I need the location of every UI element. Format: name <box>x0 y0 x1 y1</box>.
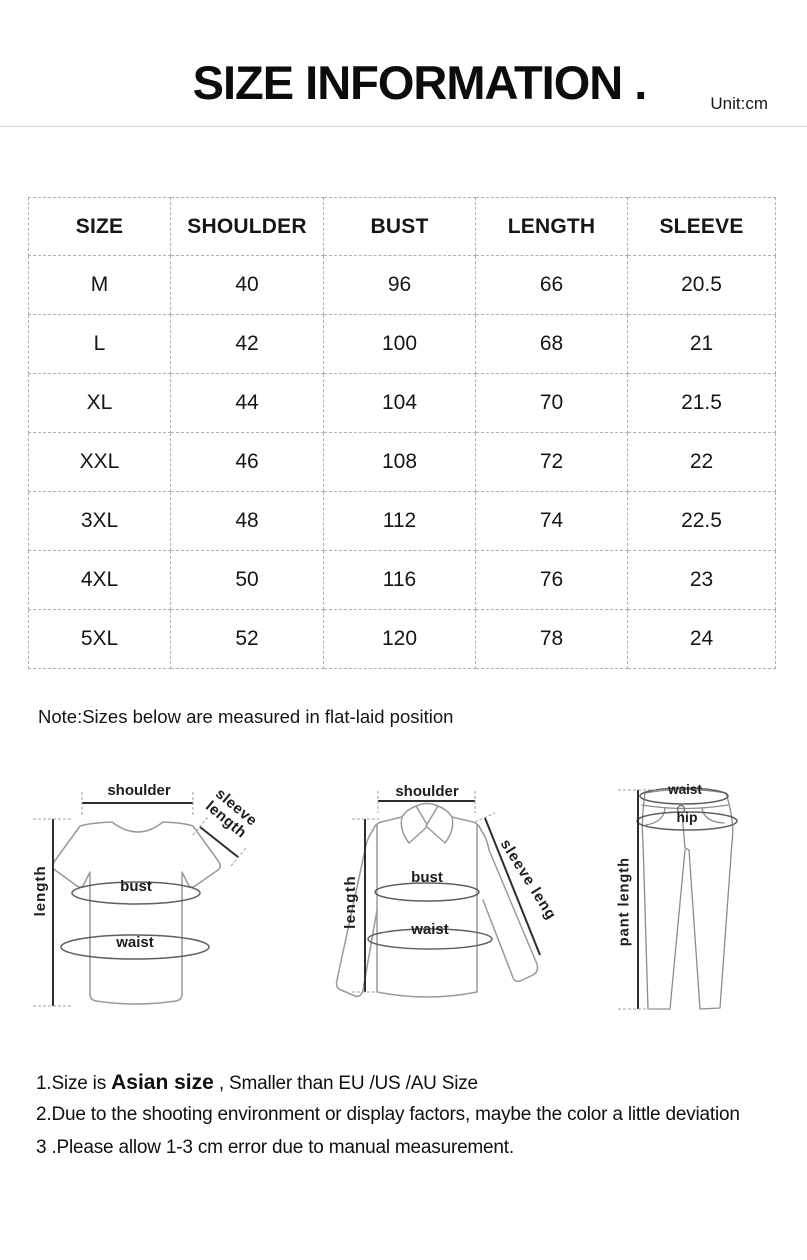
tshirt-length-measure-line <box>33 818 72 1007</box>
bust-cell: 104 <box>323 373 476 433</box>
pants-waist-girth-line <box>639 787 729 805</box>
col-header-bust: BUST <box>323 197 476 256</box>
pants-outline-svg <box>618 787 738 1010</box>
table-row: M 40 96 66 20.5 <box>28 255 776 315</box>
shoulder-cell: 42 <box>170 314 324 374</box>
length-cell: 78 <box>475 609 628 669</box>
size-cell: L <box>28 314 171 374</box>
shoulder-cell: 50 <box>170 550 324 610</box>
bust-cell: 108 <box>323 432 476 492</box>
shoulder-cell: 40 <box>170 255 324 315</box>
pants-waist-label: waist <box>668 782 702 797</box>
footer-note-1-prefix: 1.Size is <box>36 1073 112 1094</box>
length-cell: 72 <box>475 432 628 492</box>
size-cell: 3XL <box>28 491 171 551</box>
pants-body-outline <box>641 788 734 1010</box>
tshirt-bust-label: bust <box>120 878 152 895</box>
bust-cell: 120 <box>323 609 476 669</box>
table-row: 3XL 48 112 74 22.5 <box>28 491 776 551</box>
table-row: L 42 100 68 21 <box>28 314 776 374</box>
pants-diagram: waist hip pant length <box>605 782 795 1022</box>
footer-note-2: 2.Due to the shooting environment or dis… <box>36 1104 740 1125</box>
table-row: XXL 46 108 72 22 <box>28 432 776 492</box>
table-row: 4XL 50 116 76 23 <box>28 550 776 610</box>
tshirt-diagram: shoulder sleeve length length bust waist <box>30 780 315 1025</box>
shirt-sleeve-measure-line <box>474 812 541 956</box>
tshirt-body-outline <box>51 821 222 1005</box>
col-header-size: SIZE <box>28 197 171 256</box>
tshirt-length-label: length <box>32 865 50 917</box>
col-header-length: LENGTH <box>475 197 628 256</box>
bust-cell: 112 <box>323 491 476 551</box>
size-cell: XXL <box>28 432 171 492</box>
length-cell: 74 <box>475 491 628 551</box>
footer-note-3: 3 .Please allow 1-3 cm error due to manu… <box>36 1137 514 1158</box>
sleeve-cell: 24 <box>627 609 776 669</box>
shirt-diagram: shoulder length bust waist sleeve leng <box>325 780 595 1025</box>
tshirt-waist-girth-line <box>60 934 210 960</box>
sleeve-cell: 21 <box>627 314 776 374</box>
shirt-bust-girth-line <box>374 882 480 902</box>
shoulder-cell: 46 <box>170 432 324 492</box>
shirt-waist-label: waist <box>411 921 449 938</box>
length-cell: 68 <box>475 314 628 374</box>
tshirt-bust-girth-line <box>71 881 201 905</box>
shoulder-cell: 44 <box>170 373 324 433</box>
sleeve-cell: 23 <box>627 550 776 610</box>
sleeve-cell: 22 <box>627 432 776 492</box>
footer-note-1-bold: Asian size <box>111 1071 214 1094</box>
sleeve-cell: 21.5 <box>627 373 776 433</box>
page-title: SIZE INFORMATION . <box>192 56 648 109</box>
size-cell: XL <box>28 373 171 433</box>
table-row: XL 44 104 70 21.5 <box>28 373 776 433</box>
sleeve-cell: 22.5 <box>627 491 776 551</box>
shirt-length-label: length <box>342 874 360 929</box>
pants-hip-label: hip <box>676 809 698 825</box>
tshirt-shoulder-label: shoulder <box>107 782 171 799</box>
bust-cell: 96 <box>323 255 476 315</box>
shirt-bust-label: bust <box>411 869 443 886</box>
tshirt-outline-svg <box>33 792 247 1007</box>
shirt-length-measure-line <box>352 818 379 993</box>
size-cell: 4XL <box>28 550 171 610</box>
shirt-shoulder-measure-line <box>377 791 476 813</box>
length-cell: 66 <box>475 255 628 315</box>
footer-note-1: 1.Size is Asian size , Smaller than EU /… <box>36 1071 478 1095</box>
pants-length-label: pant length <box>616 857 633 947</box>
length-cell: 76 <box>475 550 628 610</box>
col-header-sleeve: SLEEVE <box>627 197 776 256</box>
size-table-header-row: SIZE SHOULDER BUST LENGTH SLEEVE <box>28 197 776 256</box>
tshirt-waist-label: waist <box>116 934 154 951</box>
tshirt-sleeve-measure-line <box>192 816 247 867</box>
bust-cell: 116 <box>323 550 476 610</box>
size-table: SIZE SHOULDER BUST LENGTH SLEEVE M 40 96… <box>28 197 776 669</box>
shoulder-cell: 52 <box>170 609 324 669</box>
col-header-shoulder: SHOULDER <box>170 197 324 256</box>
header-divider <box>0 126 807 127</box>
table-row: 5XL 52 120 78 24 <box>28 609 776 669</box>
tshirt-shoulder-measure-line <box>81 792 194 815</box>
sleeve-cell: 20.5 <box>627 255 776 315</box>
measurement-note: Note:Sizes below are measured in flat-la… <box>38 706 454 727</box>
shirt-waist-girth-line <box>367 928 493 950</box>
shirt-shoulder-label: shoulder <box>395 783 459 800</box>
footer-note-1-suffix: , Smaller than EU /US /AU Size <box>213 1073 478 1094</box>
size-cell: M <box>28 255 171 315</box>
pants-length-measure-line <box>618 789 657 1010</box>
unit-label: Unit:cm <box>710 94 768 113</box>
shirt-outline-svg <box>335 791 541 998</box>
size-cell: 5XL <box>28 609 171 669</box>
bust-cell: 100 <box>323 314 476 374</box>
length-cell: 70 <box>475 373 628 433</box>
shirt-body-outline <box>335 802 539 998</box>
shoulder-cell: 48 <box>170 491 324 551</box>
